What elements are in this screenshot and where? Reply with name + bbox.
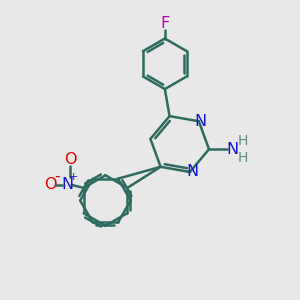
Text: H: H bbox=[238, 151, 248, 164]
Text: H: H bbox=[238, 134, 248, 148]
Text: N: N bbox=[186, 164, 198, 179]
Text: N: N bbox=[227, 142, 239, 157]
Text: O: O bbox=[64, 152, 76, 166]
Text: N: N bbox=[61, 177, 73, 192]
Text: +: + bbox=[69, 172, 78, 182]
Text: O: O bbox=[44, 177, 56, 192]
Text: N: N bbox=[195, 114, 207, 129]
Text: F: F bbox=[160, 16, 170, 31]
Text: -: - bbox=[54, 169, 59, 184]
